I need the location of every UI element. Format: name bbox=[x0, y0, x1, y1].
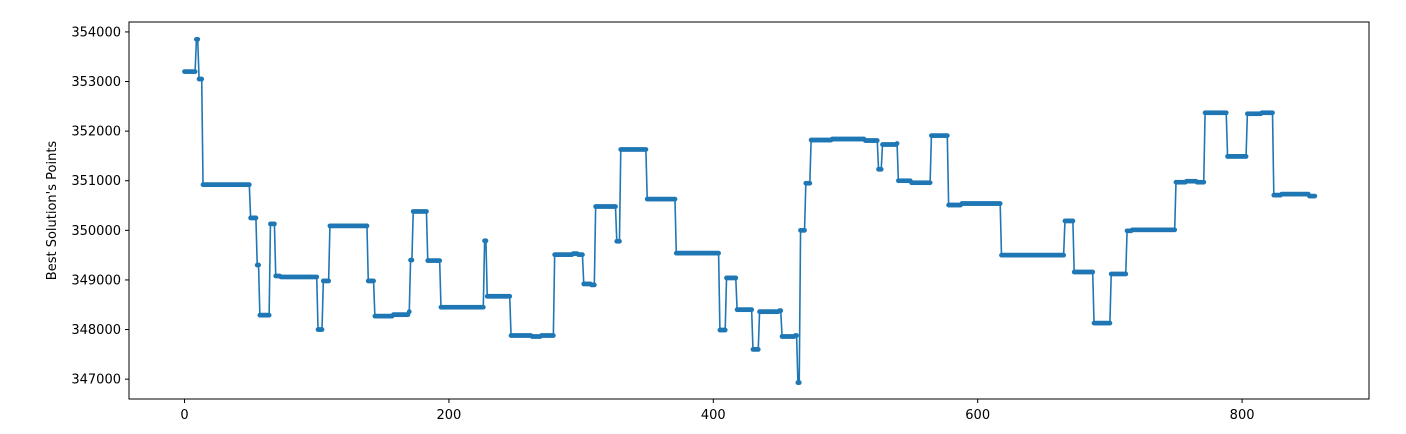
data-point bbox=[253, 215, 259, 221]
data-point bbox=[1270, 110, 1275, 116]
data-point bbox=[1201, 179, 1207, 185]
data-point bbox=[483, 238, 489, 244]
data-point bbox=[192, 69, 198, 75]
data-point bbox=[437, 258, 443, 263]
x-tick-label: 600 bbox=[965, 408, 990, 423]
y-tick-label: 348000 bbox=[71, 323, 121, 338]
data-point bbox=[1312, 193, 1318, 199]
data-point bbox=[927, 180, 933, 186]
data-point bbox=[195, 36, 201, 42]
data-point bbox=[1243, 154, 1249, 159]
data-point bbox=[199, 76, 205, 82]
y-tick-label: 354000 bbox=[71, 25, 121, 40]
y-tick-label: 352000 bbox=[71, 125, 121, 140]
data-point bbox=[424, 209, 429, 214]
y-tick-label: 347000 bbox=[71, 373, 121, 388]
data-point bbox=[1061, 252, 1067, 258]
data-point bbox=[1223, 110, 1229, 116]
axes-frame bbox=[128, 21, 1370, 400]
y-axis-label: Best Solution's Points bbox=[45, 141, 60, 281]
y-tick-label: 349000 bbox=[71, 273, 121, 288]
y-tick-label: 351000 bbox=[71, 174, 121, 189]
data-point bbox=[266, 312, 272, 318]
x-tick-label: 400 bbox=[701, 408, 726, 423]
data-point bbox=[272, 221, 277, 227]
data-point bbox=[802, 227, 807, 233]
data-point bbox=[672, 196, 678, 202]
data-point bbox=[807, 180, 813, 186]
y-tick-label: 350000 bbox=[71, 224, 121, 239]
x-tick-label: 200 bbox=[437, 408, 462, 423]
data-point bbox=[878, 166, 884, 172]
data-point bbox=[580, 252, 585, 258]
data-point bbox=[480, 304, 486, 310]
data-point bbox=[246, 182, 252, 188]
data-point bbox=[997, 201, 1003, 206]
data-point bbox=[613, 204, 618, 209]
data-point bbox=[778, 308, 784, 314]
data-point bbox=[643, 147, 649, 152]
y-axis: 347000 348000 349000 350000 351000 352000 3530… bbox=[71, 25, 129, 388]
data-point bbox=[371, 278, 376, 284]
data-point bbox=[1107, 320, 1113, 326]
data-point bbox=[591, 282, 597, 288]
x-tick-label: 800 bbox=[1230, 408, 1255, 423]
data-point bbox=[319, 327, 325, 332]
x-axis: 0 200 400 600 800 bbox=[180, 399, 1255, 423]
data-point bbox=[1070, 218, 1076, 224]
data-point bbox=[796, 380, 802, 386]
data-point bbox=[507, 293, 513, 299]
data-point bbox=[1172, 227, 1178, 233]
data-point bbox=[722, 327, 728, 333]
data-point bbox=[944, 133, 950, 139]
data-point bbox=[256, 262, 261, 268]
data-point bbox=[733, 275, 739, 281]
data-point bbox=[794, 333, 799, 338]
data-point bbox=[409, 257, 415, 263]
data-point bbox=[364, 223, 370, 229]
data-point bbox=[894, 141, 900, 146]
plot-area bbox=[182, 36, 1318, 386]
data-point bbox=[406, 309, 412, 315]
y-tick-label: 353000 bbox=[71, 75, 121, 90]
data-point bbox=[326, 278, 332, 284]
data-point bbox=[1123, 271, 1129, 277]
x-tick-label: 0 bbox=[180, 408, 188, 423]
data-point bbox=[716, 250, 721, 256]
data-point bbox=[749, 307, 755, 313]
data-point bbox=[314, 274, 320, 280]
data-point bbox=[550, 333, 556, 338]
data-point bbox=[874, 138, 880, 143]
data-point bbox=[1090, 269, 1096, 275]
data-point bbox=[755, 346, 761, 352]
data-point bbox=[617, 238, 622, 244]
